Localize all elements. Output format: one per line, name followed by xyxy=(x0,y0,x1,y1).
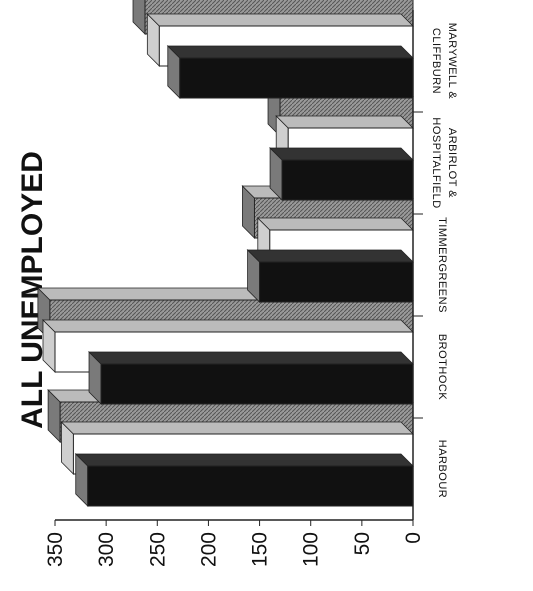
y-tick-group: 0 xyxy=(402,532,425,544)
bar-side-face-2-0 xyxy=(246,249,414,263)
bar-side-face-3-1 xyxy=(275,115,414,129)
bar-3-0 xyxy=(281,159,414,201)
y-tick-group: 150 xyxy=(249,532,272,567)
y-tick-group: 350 xyxy=(44,532,67,567)
bar-side-face-4-0 xyxy=(166,45,414,59)
y-tick-label: 250 xyxy=(146,532,169,567)
category-label-group: BROTHOCK xyxy=(436,334,448,401)
category-label: BROTHOCK xyxy=(436,334,448,401)
bar-2-0 xyxy=(259,261,414,303)
category-label: HARBOUR xyxy=(436,440,448,499)
bar-side-face-1-0 xyxy=(88,351,414,365)
category-label: CLIFFBURN xyxy=(430,28,442,94)
axes-layer xyxy=(54,10,423,526)
y-tick-group: 100 xyxy=(300,532,323,567)
tick-labels-layer: 0 50 100 150 200 250 300 350 xyxy=(44,532,425,567)
y-tick-label: 0 xyxy=(402,532,425,544)
bar-side-face-2-1 xyxy=(256,217,414,231)
bar-4-0 xyxy=(179,57,414,99)
category-label-group: HARBOUR xyxy=(436,440,448,499)
bar-side-face-1-1 xyxy=(42,319,414,333)
category-label-group: MARYWELL & CLIFFBURN xyxy=(430,23,458,100)
y-tick-group: 300 xyxy=(95,532,118,567)
y-tick-label: 300 xyxy=(95,532,118,567)
bars-layer xyxy=(36,0,414,507)
category-label-group: TIMMERGREENS xyxy=(436,217,448,313)
y-tick-group: 250 xyxy=(146,532,169,567)
y-tick-label: 150 xyxy=(249,532,272,567)
category-label: HOSPITALFIELD xyxy=(430,117,442,208)
category-label: TIMMERGREENS xyxy=(436,217,448,313)
bar-0-0 xyxy=(87,465,414,507)
y-tick-label: 100 xyxy=(300,532,323,567)
category-label: MARYWELL & xyxy=(446,23,458,100)
bar-top-face-4-2 xyxy=(132,0,146,35)
bar-1-0 xyxy=(100,363,414,405)
y-tick-label: 350 xyxy=(44,532,67,567)
y-tick-label: 50 xyxy=(351,532,374,555)
category-label: ARBIRLOT & xyxy=(446,128,458,198)
bar-side-face-0-1 xyxy=(60,421,414,435)
bar-side-face-4-1 xyxy=(146,13,414,27)
category-labels-layer: HARBOUR BROTHOCK TIMMERGREENS ARBIRLOT & HOS… xyxy=(430,23,458,499)
y-tick-group: 50 xyxy=(351,532,374,555)
y-tick-group: 200 xyxy=(197,532,220,567)
bar-side-face-0-0 xyxy=(74,453,414,467)
y-tick-label: 200 xyxy=(197,532,220,567)
category-label-group: ARBIRLOT & HOSPITALFIELD xyxy=(430,117,458,208)
bar-side-face-3-0 xyxy=(269,147,414,161)
